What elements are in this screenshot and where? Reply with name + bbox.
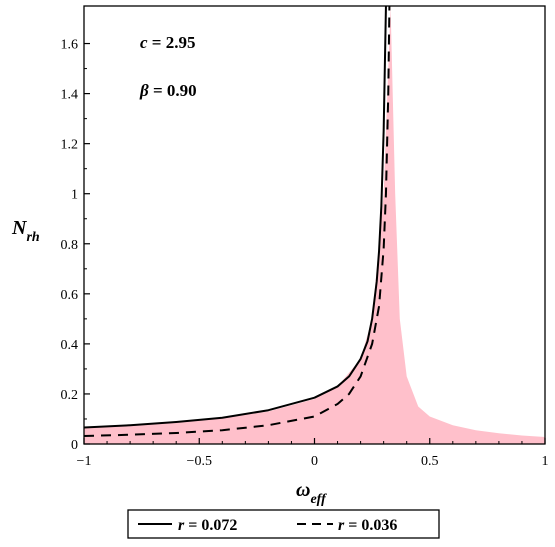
series-line-2-dashed — [84, 6, 391, 437]
x-tick-label: 0.5 — [421, 454, 439, 469]
y-tick-label: 1.4 — [61, 88, 79, 103]
x-tick-label: 0 — [311, 454, 318, 469]
series-line-1-solid — [84, 6, 387, 429]
y-tick-label: 1.6 — [61, 38, 79, 53]
legend-box — [127, 509, 440, 539]
x-tick-label: 1 — [542, 454, 549, 469]
legend-entry-1: r = 0.072 — [178, 517, 237, 534]
y-tick-label: 0.2 — [61, 388, 79, 403]
y-tick-label: 1 — [71, 188, 78, 203]
y-tick-label: 0.4 — [61, 338, 79, 353]
y-tick-label: 0 — [71, 438, 78, 453]
x-tick-label: −0.5 — [187, 454, 212, 469]
annotation-2: β = 0.90 — [139, 81, 197, 100]
y-tick-label: 1.2 — [61, 138, 79, 153]
plot-area — [84, 6, 545, 444]
y-tick-label: 0.6 — [61, 288, 79, 303]
y-axis-title: Nrh — [11, 217, 40, 245]
x-tick-label: −1 — [77, 454, 92, 469]
x-axis-title: ωeff — [296, 479, 327, 507]
legend-entry-2: r = 0.036 — [338, 517, 397, 534]
legend: r = 0.072 r = 0.036 — [127, 509, 440, 539]
annotation-1: c = 2.95 — [140, 33, 195, 52]
y-tick-label: 0.8 — [61, 238, 79, 253]
